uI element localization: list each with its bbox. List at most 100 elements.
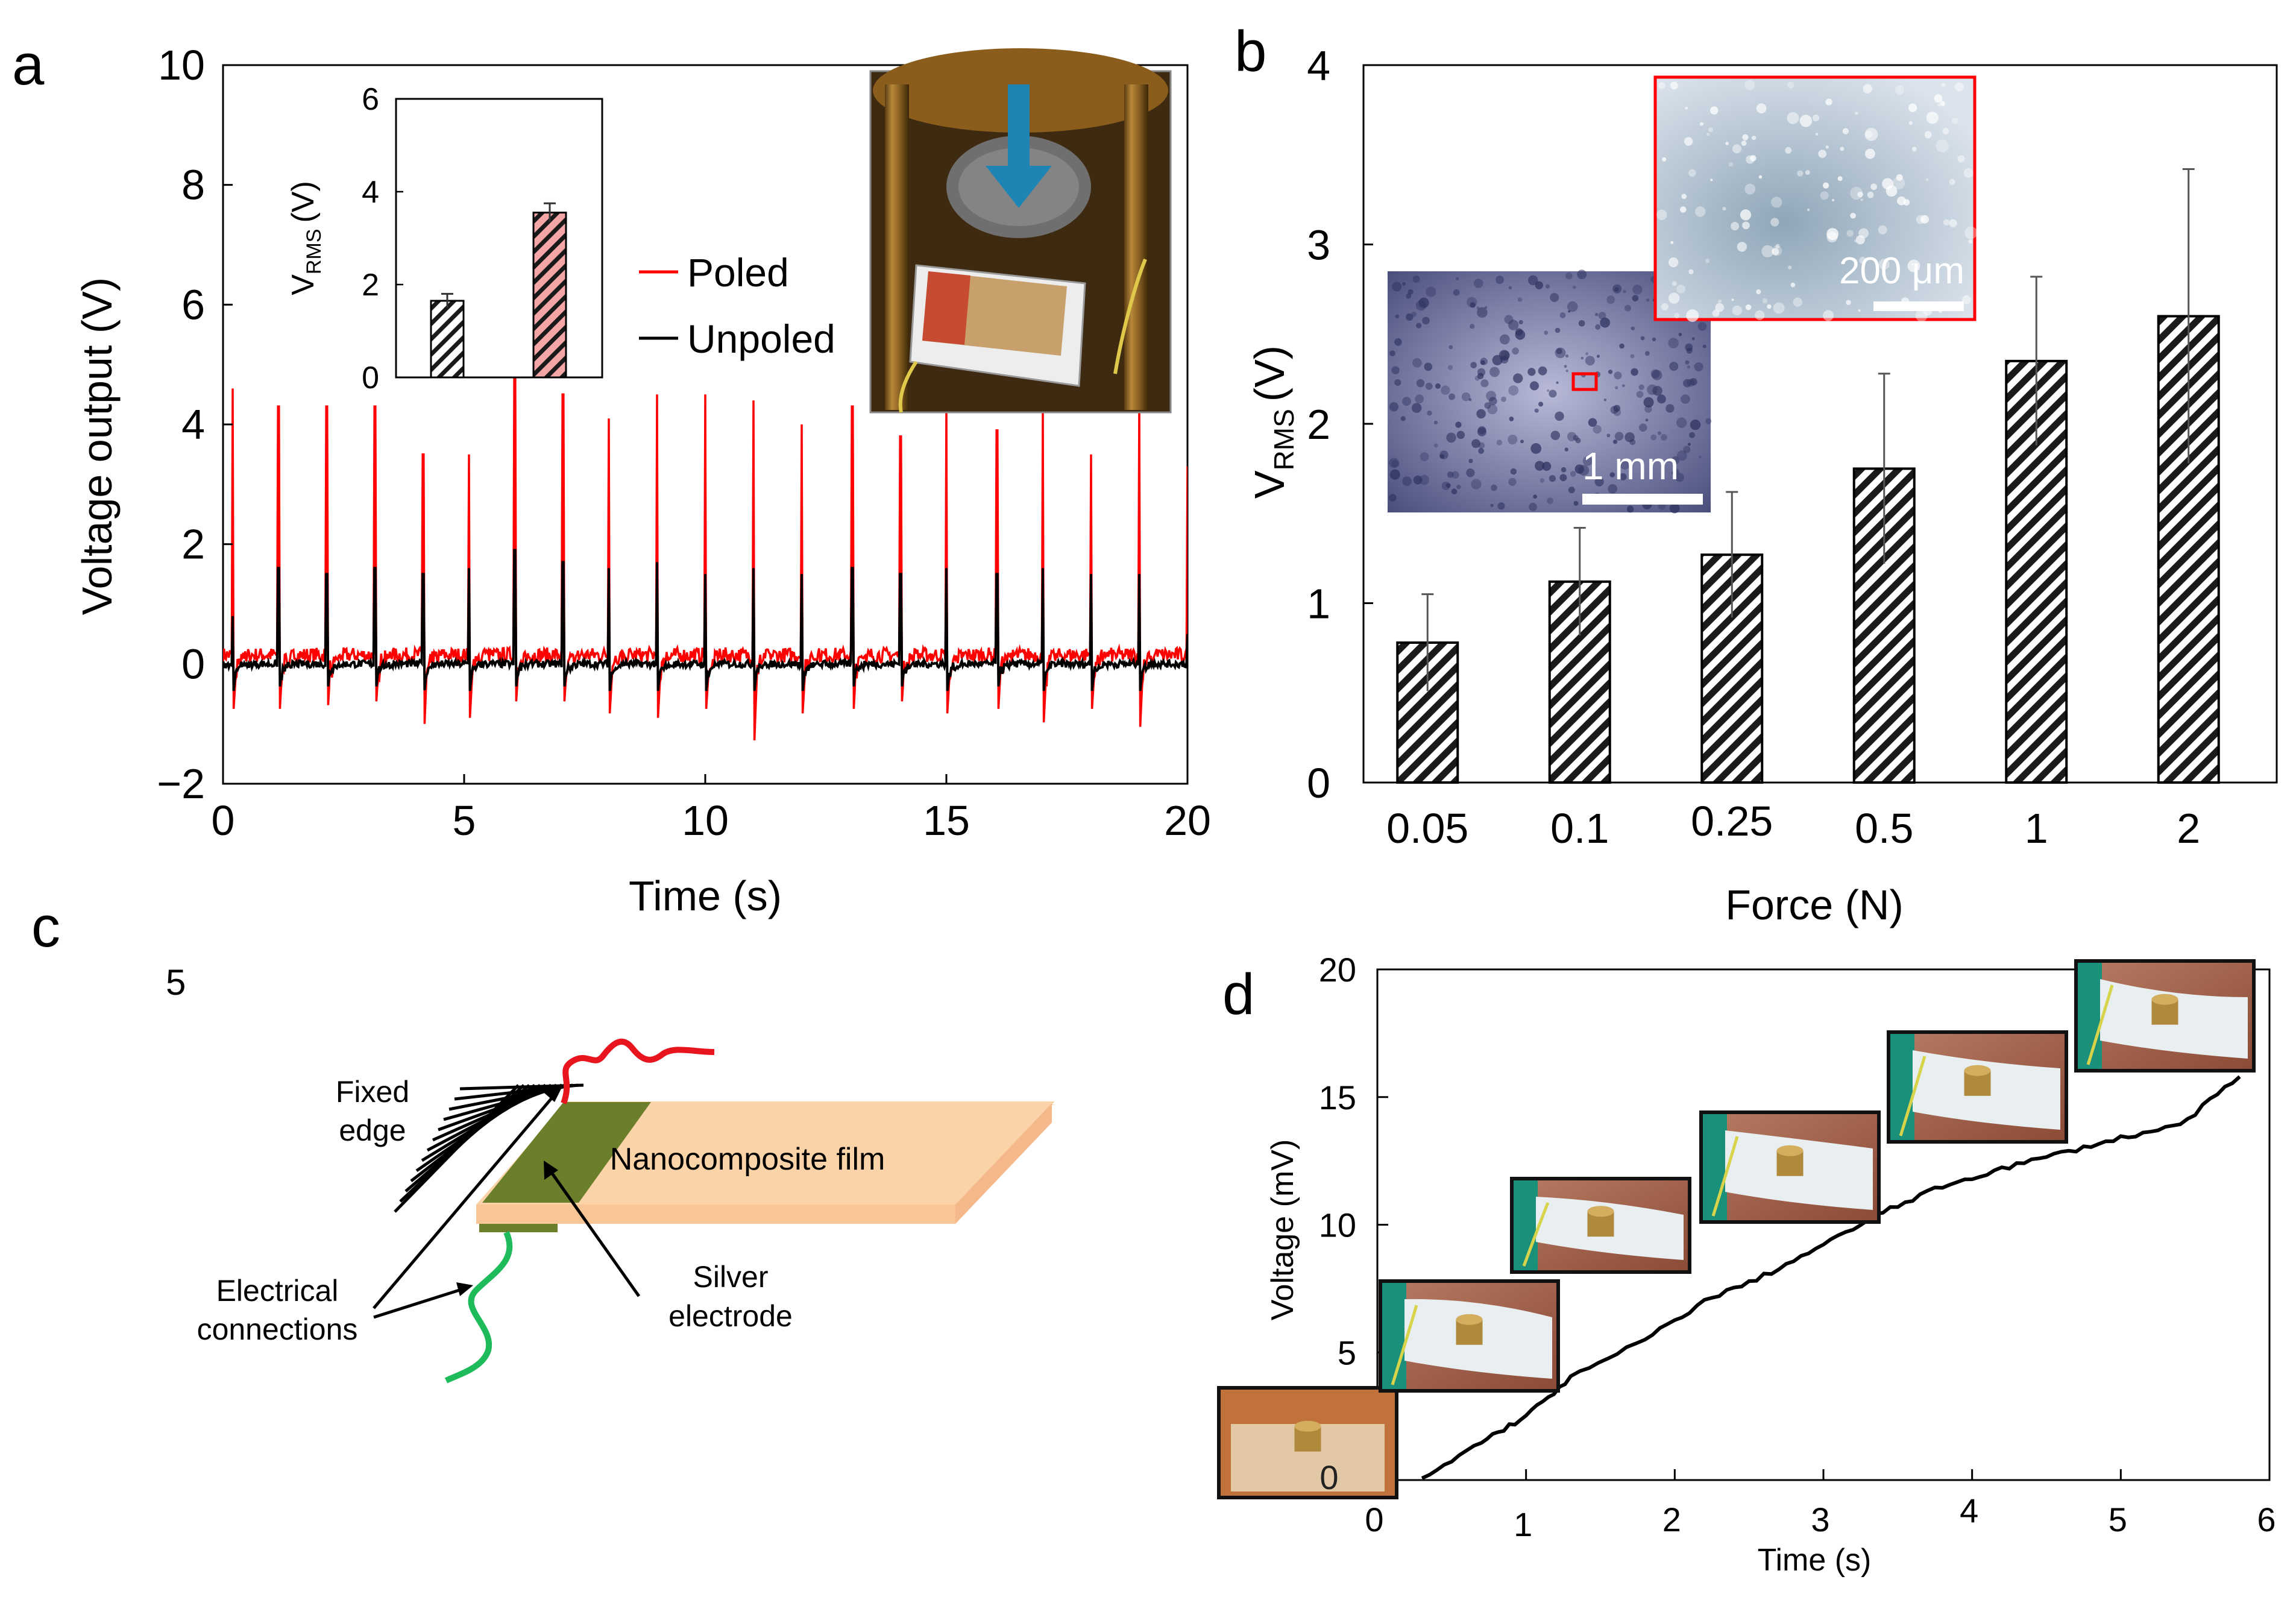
pore — [1669, 503, 1680, 514]
pore — [1461, 392, 1471, 402]
particle — [1825, 145, 1829, 149]
pore — [1650, 369, 1660, 379]
pore — [1406, 293, 1412, 299]
pore — [1644, 405, 1652, 413]
particle — [1770, 218, 1779, 227]
pore — [1685, 360, 1690, 365]
particle — [1674, 312, 1680, 319]
pore — [1441, 385, 1450, 395]
pore — [1687, 365, 1691, 369]
photo-frame-2 — [1379, 1279, 1560, 1393]
pore — [1588, 418, 1597, 427]
particle — [1787, 81, 1794, 89]
particle — [1878, 259, 1890, 270]
pore — [1456, 430, 1465, 439]
particle — [1755, 310, 1765, 321]
photo-weight-top — [1294, 1420, 1321, 1432]
particle — [1728, 162, 1734, 167]
particle — [1857, 191, 1863, 198]
panel-a-xtick-label: 0 — [212, 797, 235, 844]
panel-a-ylabel: Voltage output (V) — [74, 277, 121, 615]
pore — [1568, 487, 1575, 494]
pore — [1402, 397, 1411, 406]
panel-a-traces — [223, 363, 1187, 741]
cantilever-schematic: Fixed edge Nanocomposite film Electrical… — [197, 1038, 1055, 1384]
pore — [1480, 360, 1485, 365]
pore — [1394, 338, 1402, 346]
particle — [1870, 183, 1877, 191]
particle — [1908, 121, 1913, 125]
inset-ytick-label: 6 — [362, 82, 379, 117]
pore — [1565, 272, 1573, 280]
panel-b-bars: 0.05 0.1 0.25 0.5 1 2 — [1386, 168, 2220, 852]
silver-electrode-bottom — [479, 1224, 558, 1232]
pore — [1425, 382, 1433, 390]
pore — [1567, 432, 1577, 441]
photo-weight-top — [2151, 994, 2178, 1005]
particle — [1717, 299, 1722, 303]
particle — [1846, 300, 1851, 305]
panel-a-xlabel: Time (s) — [629, 872, 782, 919]
inset-ylabel: VRMS (V) — [286, 181, 326, 295]
inset-bar-poled — [532, 212, 567, 379]
pore — [1439, 454, 1445, 459]
photo-green-stand — [1514, 1180, 1538, 1270]
silver-label-2: electrode — [668, 1299, 793, 1333]
particle — [1744, 183, 1756, 195]
photo-wire — [1711, 1136, 1739, 1217]
pore — [1510, 468, 1517, 475]
pore — [1413, 475, 1423, 485]
pore — [1535, 461, 1545, 471]
particle — [1863, 84, 1872, 93]
pore — [1518, 320, 1523, 325]
pore — [1392, 282, 1402, 292]
particle — [1912, 146, 1917, 152]
panel-a-ytick-label: 2 — [181, 521, 205, 568]
particle — [1741, 140, 1747, 146]
photo-wire — [2086, 984, 2114, 1065]
pore — [1640, 336, 1645, 341]
particle — [1907, 259, 1920, 272]
particle — [1680, 206, 1687, 213]
particle — [1709, 106, 1719, 115]
pore — [1509, 417, 1514, 421]
pore — [1389, 402, 1399, 412]
panel-b-xtick-label: 0.05 — [1386, 805, 1468, 852]
panel-b-xlabel: Force (N) — [1725, 881, 1904, 928]
particle — [1662, 157, 1667, 162]
pore — [1389, 350, 1395, 357]
inset-ytick-label: 2 — [362, 268, 379, 303]
panel-d-axes: 0 1 2 3 4 5 6 5 10 15 20 — [1319, 951, 2276, 1543]
panel-a-ytick-label: 0 — [181, 640, 205, 687]
pore — [1508, 320, 1519, 330]
pore — [1624, 304, 1631, 312]
pore — [1484, 402, 1491, 409]
panel-a-ytick-label: 8 — [181, 162, 205, 209]
panel-d-ylabel: Voltage (mV) — [1265, 1139, 1300, 1321]
particle — [1756, 103, 1767, 113]
pore — [1529, 381, 1540, 391]
particle — [1771, 197, 1782, 208]
particle — [1695, 206, 1706, 217]
pore — [1646, 298, 1650, 302]
film-front-edge — [476, 1205, 955, 1224]
pore — [1572, 285, 1576, 289]
film-right-edge — [955, 1103, 1052, 1224]
pore — [1672, 471, 1676, 476]
pore — [1619, 459, 1631, 470]
photo-wire — [1391, 1305, 1418, 1385]
panel-b-xtick-label: 1 — [2025, 805, 2048, 852]
panel-a-ytick-label: −2 — [157, 760, 205, 807]
pore — [1528, 275, 1538, 285]
pore — [1623, 289, 1626, 294]
pore — [1549, 389, 1557, 398]
pore — [1478, 448, 1485, 454]
particle — [1805, 170, 1810, 175]
pore — [1508, 286, 1512, 290]
particle — [1812, 115, 1820, 122]
particle — [1878, 225, 1887, 235]
particle — [1846, 230, 1854, 237]
particle — [1818, 150, 1826, 158]
pore — [1677, 450, 1687, 461]
